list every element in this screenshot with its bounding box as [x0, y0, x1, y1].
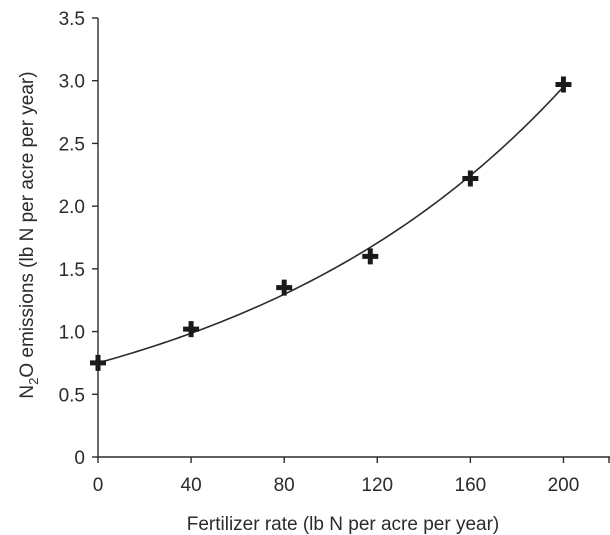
x-tick-label: 40 [181, 475, 202, 496]
y-tick-label: 0 [74, 448, 85, 469]
y-tick-label: 3.5 [59, 9, 85, 30]
y-tick-label: 2.5 [59, 134, 85, 155]
data-point [555, 76, 572, 93]
y-tick-label: 0.5 [59, 385, 85, 406]
x-tick-label: 160 [455, 475, 487, 496]
data-points [90, 76, 572, 371]
axes [97, 18, 610, 458]
x-axis-label: Fertilizer rate (lb N per acre per year) [187, 514, 500, 535]
data-point [276, 279, 293, 296]
x-tick-label: 80 [274, 475, 295, 496]
x-tick-label: 120 [361, 475, 393, 496]
data-point [90, 354, 106, 371]
y-tick-label: 2.0 [59, 197, 85, 218]
data-point [362, 248, 379, 265]
y-tick-label: 1.5 [59, 260, 85, 281]
x-tick-label: 200 [548, 475, 580, 496]
y-axis-ticks: 0 0.5 1.0 1.5 2.0 2.5 3.0 3.5 [59, 9, 98, 469]
y-axis-label: N2O emissions (lb N per acre per year) [17, 71, 41, 398]
y-tick-label: 3.0 [59, 72, 85, 93]
trend-line [97, 86, 565, 364]
y-axis-label-rest: O emissions (lb N per acre per year) [17, 71, 38, 377]
data-point [183, 321, 200, 338]
y-axis-label-n: N [17, 385, 38, 399]
data-point [462, 170, 479, 187]
y-axis-label-subscript: 2 [26, 378, 41, 385]
x-tick-label: 0 [93, 475, 104, 496]
y-tick-label: 1.0 [59, 323, 85, 344]
x-axis-ticks: 0 40 80 120 160 200 [93, 457, 610, 496]
